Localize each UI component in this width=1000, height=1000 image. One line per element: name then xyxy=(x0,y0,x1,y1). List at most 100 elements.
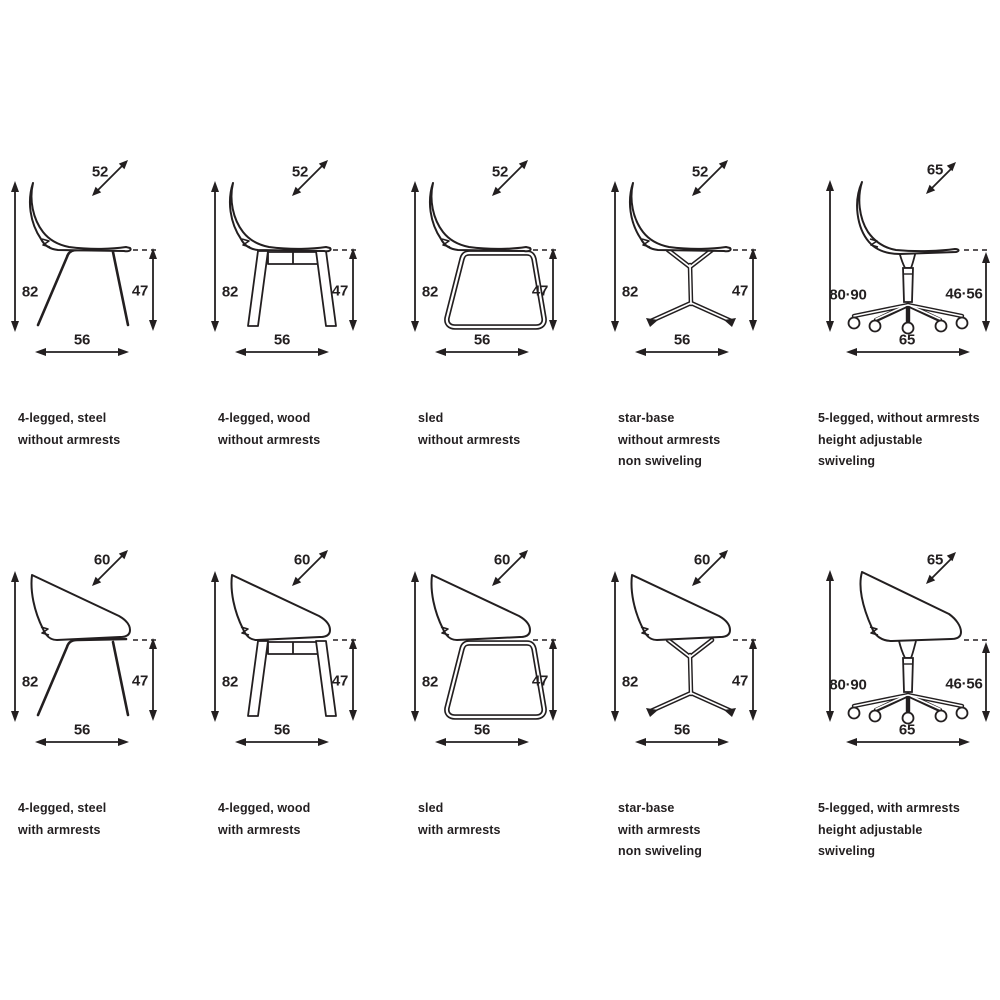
caption-line: swiveling xyxy=(818,454,876,468)
caption-line: without armrests xyxy=(418,432,521,447)
chair-cell: 65 80·90 46·56 65 5-legged, without armr… xyxy=(800,140,1000,530)
steel-legs-base xyxy=(36,247,130,327)
width-dimension-label: 56 xyxy=(73,331,91,349)
height-dimension-label: 80·90 xyxy=(829,676,867,694)
caption-line: non swiveling xyxy=(618,454,702,468)
height-dimension-label: 82 xyxy=(221,283,239,301)
caption-line: with armrests xyxy=(18,822,101,837)
chair-caption: 5-legged, with armrests height adjustabl… xyxy=(818,798,960,863)
chair-shell xyxy=(859,571,962,642)
sled-base xyxy=(447,253,544,327)
chair-caption: sled with armrests xyxy=(418,798,501,841)
caption-line: height adjustable xyxy=(818,822,923,837)
depth-dimension-label: 60 xyxy=(293,551,311,569)
chair-shell xyxy=(30,574,131,641)
seat-height-dimension-label: 47 xyxy=(331,672,349,690)
dimension-arrows xyxy=(610,159,758,357)
seat-height-dimension-label: 46·56 xyxy=(945,285,983,303)
width-dimension-label: 56 xyxy=(673,331,691,349)
depth-dimension-label: 60 xyxy=(93,551,111,569)
caption-line: 5-legged, without armrests xyxy=(818,411,980,425)
chair-caption: 4-legged, steel without armrests xyxy=(18,408,120,451)
seat-height-dimension-label: 47 xyxy=(531,282,549,300)
chair-cell: 52 82 47 56 star-base without armrests n… xyxy=(600,140,800,530)
height-dimension-label: 82 xyxy=(621,283,639,301)
chair-caption: 5-legged, without armrests height adjust… xyxy=(818,408,980,473)
chair-shell xyxy=(228,182,332,253)
chair-cell: 52 82 47 56 4-legged, wood without armre… xyxy=(200,140,400,530)
caption-line: star-base xyxy=(618,411,675,425)
chair-caption: 4-legged, wood with armrests xyxy=(218,798,310,841)
chair-caption: star-base without armrests non swiveling xyxy=(618,408,720,473)
width-dimension-label: 65 xyxy=(898,331,916,349)
caption-line: non swiveling xyxy=(618,844,702,858)
width-dimension-label: 65 xyxy=(898,721,916,739)
wood-legs-base xyxy=(247,250,337,327)
caption-line: sled xyxy=(418,801,444,815)
steel-legs-base xyxy=(36,637,130,717)
height-dimension-label: 82 xyxy=(21,283,39,301)
height-dimension-label: 82 xyxy=(421,673,439,691)
seat-height-dimension-label: 47 xyxy=(131,672,149,690)
caption-line: 4-legged, wood xyxy=(218,411,311,425)
chair-shell xyxy=(630,574,731,641)
caption-line: with armrests xyxy=(618,822,701,837)
caption-line: 4-legged, steel xyxy=(18,411,107,425)
chair-shell xyxy=(856,181,960,255)
seat-height-dimension-label: 47 xyxy=(331,282,349,300)
chair-caption: 4-legged, steel with armrests xyxy=(18,798,106,841)
depth-dimension-label: 52 xyxy=(491,163,509,181)
star-base xyxy=(646,640,736,717)
chair-cell: 60 82 47 56 star-base with armrests non … xyxy=(600,530,800,920)
caption-line: 5-legged, with armrests xyxy=(818,801,960,815)
caption-line: 4-legged, steel xyxy=(18,801,107,815)
depth-dimension-label: 52 xyxy=(691,163,709,181)
chair-cell: 65 80·90 46·56 65 5-legged, with armrest… xyxy=(800,530,1000,920)
depth-dimension-label: 65 xyxy=(926,161,944,179)
depth-dimension-label: 52 xyxy=(291,163,309,181)
seat-height-dimension-label: 46·56 xyxy=(945,675,983,693)
caption-line: star-base xyxy=(618,801,675,815)
chair-cell: 60 82 47 56 4-legged, wood with armrests xyxy=(200,530,400,920)
chair-cell: 60 82 47 56 4-legged, steel with armrest… xyxy=(0,530,200,920)
seat-height-dimension-label: 47 xyxy=(731,672,749,690)
caption-line: without armrests xyxy=(18,432,121,447)
seat-height-dimension-label: 47 xyxy=(531,672,549,690)
width-dimension-label: 56 xyxy=(473,721,491,739)
caption-line: height adjustable xyxy=(818,432,923,447)
width-dimension-label: 56 xyxy=(273,331,291,349)
chair-cell: 52 82 47 56 sled without armrests xyxy=(400,140,600,530)
chair-shell xyxy=(428,182,532,253)
caption-line: with armrests xyxy=(218,822,301,837)
width-dimension-label: 56 xyxy=(73,721,91,739)
chair-caption: sled without armrests xyxy=(418,408,520,451)
star-base xyxy=(646,250,736,327)
seat-height-dimension-label: 47 xyxy=(731,282,749,300)
seat-height-dimension-label: 47 xyxy=(131,282,149,300)
depth-dimension-label: 65 xyxy=(926,551,944,569)
chair-shell xyxy=(230,574,331,641)
depth-dimension-label: 60 xyxy=(493,551,511,569)
width-dimension-label: 56 xyxy=(273,721,291,739)
chair-cell: 52 82 47 56 4-legged, steel without armr… xyxy=(0,140,200,530)
height-dimension-label: 80·90 xyxy=(829,286,867,304)
chair-caption: 4-legged, wood without armrests xyxy=(218,408,320,451)
chair-shell xyxy=(28,182,132,253)
caption-line: swiveling xyxy=(818,844,876,858)
height-dimension-label: 82 xyxy=(621,673,639,691)
height-dimension-label: 82 xyxy=(221,673,239,691)
depth-dimension-label: 52 xyxy=(91,163,109,181)
sled-base xyxy=(447,643,544,717)
caption-line: without armrests xyxy=(218,432,321,447)
width-dimension-label: 56 xyxy=(473,331,491,349)
caption-line: 4-legged, wood xyxy=(218,801,311,815)
caption-line: with armrests xyxy=(418,822,501,837)
caption-line: without armrests xyxy=(618,432,721,447)
caption-line: sled xyxy=(418,411,444,425)
depth-dimension-label: 60 xyxy=(693,551,711,569)
height-dimension-label: 82 xyxy=(21,673,39,691)
wood-legs-base xyxy=(247,640,337,717)
chair-cell: 60 82 47 56 sled with armrests xyxy=(400,530,600,920)
chair-caption: star-base with armrests non swiveling xyxy=(618,798,702,863)
